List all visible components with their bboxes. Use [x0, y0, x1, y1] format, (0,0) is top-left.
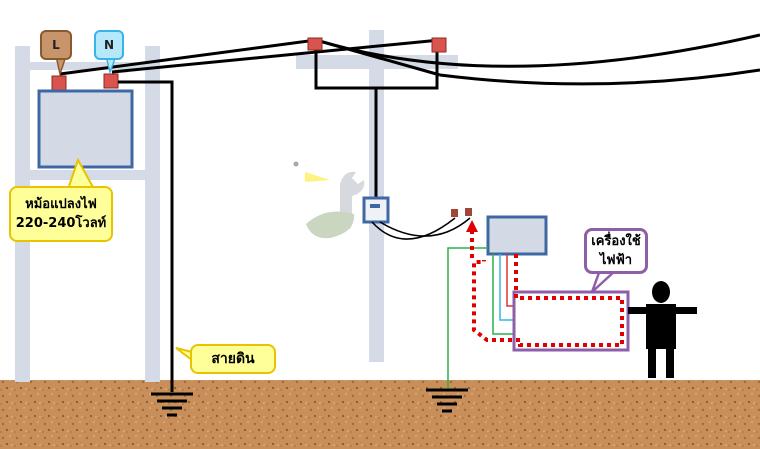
- transformer-label-line2: 220-240โวลท์: [15, 216, 107, 231]
- leakage-current-path: [470, 232, 624, 347]
- transformer-pole: [15, 46, 160, 382]
- switch-terminals: [451, 208, 472, 217]
- transformer-ground-wire: [118, 80, 174, 392]
- electric-meter: [362, 196, 390, 224]
- house-ground-wire: [447, 247, 488, 388]
- transformer-callout: หม้อแปลงไฟ 220-240โวลท์: [9, 186, 113, 242]
- ground-symbol-icon: [151, 392, 193, 417]
- transformer-label-line1: หม้อแปลงไฟ: [25, 197, 97, 212]
- leakage-arrow-icon: [466, 220, 478, 232]
- appliance-label-line2: ไฟฟ้า: [599, 253, 633, 268]
- wrench-icon: [293, 161, 365, 239]
- transformer-box: [37, 89, 134, 169]
- insulators: [51, 37, 447, 91]
- appliance-callout: เครื่องใช้ ไฟฟ้า: [584, 228, 648, 274]
- breaker-box: [486, 215, 548, 256]
- ground-symbol-icon: [426, 388, 468, 413]
- neutral-tag-label: N: [94, 30, 124, 60]
- phase-tag-label: L: [40, 30, 72, 60]
- ground-wire-callout: สายดิน: [190, 344, 276, 374]
- service-drop: [314, 45, 439, 198]
- appliance-label-line1: เครื่องใช้: [591, 234, 641, 249]
- person-silhouette-icon: [628, 281, 697, 378]
- meter-to-switch-wires: [371, 217, 471, 240]
- appliance-box: [512, 290, 630, 352]
- overhead-wires: [59, 33, 760, 86]
- soil-ground: [0, 380, 760, 449]
